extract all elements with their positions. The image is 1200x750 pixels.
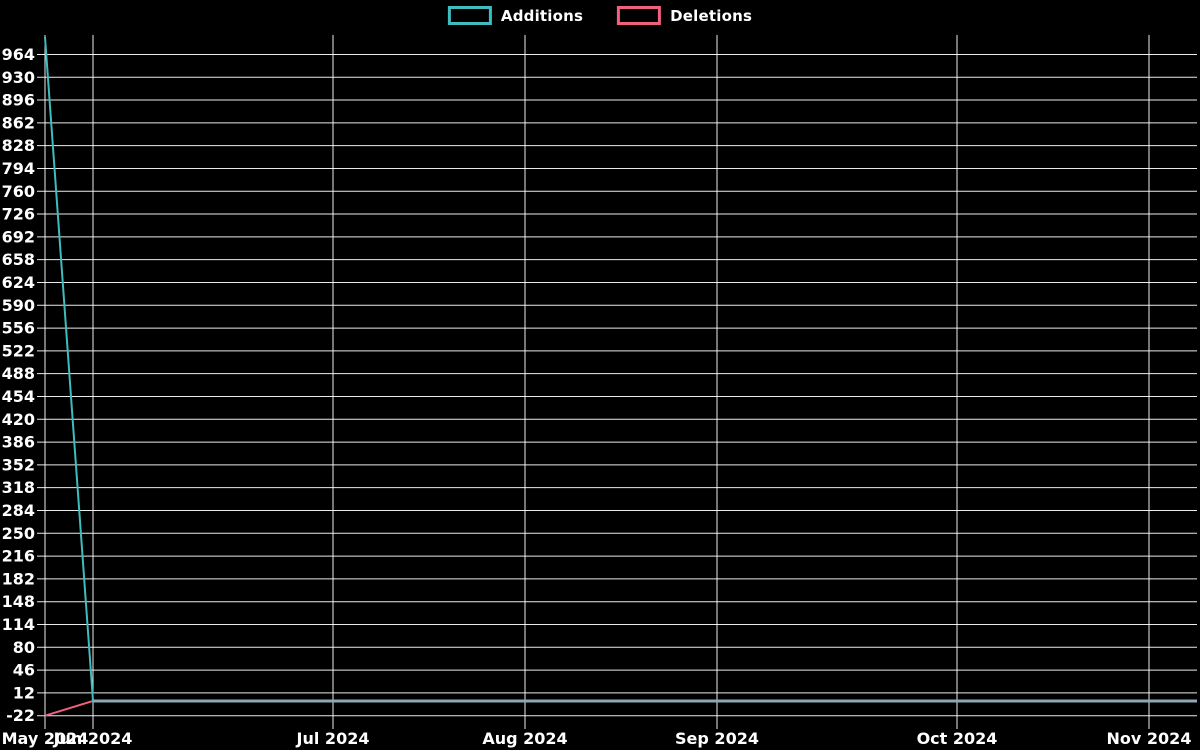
x-tick-label: Oct 2024 (917, 729, 998, 748)
y-tick-label: 828 (2, 136, 35, 155)
legend-label-deletions: Deletions (670, 6, 753, 25)
y-tick-label: 454 (2, 387, 35, 406)
y-tick-label: 760 (2, 182, 35, 201)
y-tick-label: 726 (2, 205, 35, 224)
y-tick-label: 692 (2, 227, 35, 246)
y-tick-label: 658 (2, 250, 35, 269)
y-tick-label: 386 (2, 433, 35, 452)
x-tick-label: Aug 2024 (482, 729, 567, 748)
x-tick-label: Nov 2024 (1107, 729, 1192, 748)
legend-label-additions: Additions (500, 6, 584, 25)
x-tick-label: Jul 2024 (296, 729, 370, 748)
y-tick-label: 522 (2, 341, 35, 360)
y-tick-label: 318 (2, 478, 35, 497)
y-tick-label: 488 (2, 364, 35, 383)
y-tick-label: 182 (2, 569, 35, 588)
y-tick-label: 148 (2, 592, 35, 611)
y-tick-label: 590 (2, 296, 35, 315)
deletions-swatch-icon (617, 6, 662, 25)
y-tick-label: 624 (2, 273, 35, 292)
legend-item-deletions[interactable]: Deletions (617, 6, 752, 25)
deletions-line (44, 699, 1197, 717)
additions-swatch-icon (447, 6, 492, 25)
y-tick-label: 794 (2, 159, 35, 178)
y-tick-label: 862 (2, 113, 35, 132)
x-tick-label: May 2024 (2, 729, 89, 748)
y-tick-label: 896 (2, 91, 35, 110)
y-tick-label: -22 (6, 706, 35, 725)
y-tick-label: 216 (2, 547, 35, 566)
x-tick-label: Jun 2024 (53, 729, 133, 748)
y-tick-label: 352 (2, 455, 35, 474)
chart-legend: Additions Deletions (447, 6, 752, 25)
y-tick-label: 420 (2, 410, 35, 429)
y-tick-label: 12 (13, 683, 35, 702)
y-tick-label: 964 (2, 45, 35, 64)
legend-item-additions[interactable]: Additions (447, 6, 584, 25)
y-tick-label: 80 (13, 638, 35, 657)
y-tick-label: 46 (13, 661, 35, 680)
y-tick-label: 556 (2, 319, 35, 338)
x-tick-label: Sep 2024 (675, 729, 759, 748)
y-tick-label: 284 (2, 501, 35, 520)
y-tick-label: 930 (2, 68, 35, 87)
y-tick-label: 250 (2, 524, 35, 543)
y-tick-label: 114 (2, 615, 35, 634)
